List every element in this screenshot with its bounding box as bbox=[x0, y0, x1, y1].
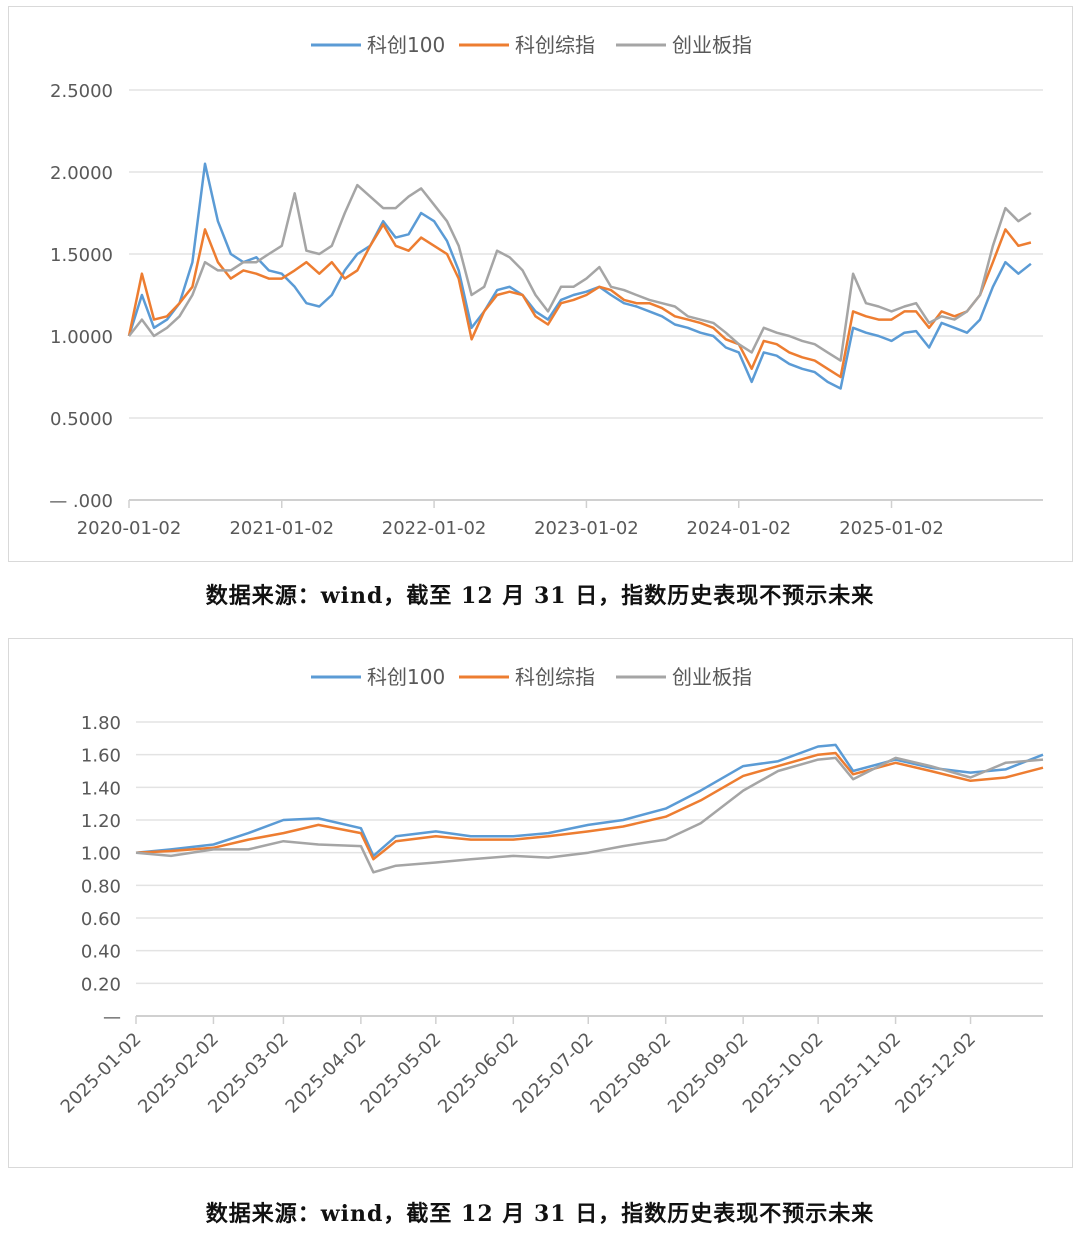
legend-label: 科创100 bbox=[367, 33, 445, 57]
series-line-3 bbox=[135, 756, 1044, 874]
x-tick-label: 2025-08-02 bbox=[586, 1029, 675, 1118]
series-line-1 bbox=[135, 743, 1044, 858]
legend-label: 创业板指 bbox=[672, 665, 752, 689]
y-tick-label: 1.0000 bbox=[50, 327, 113, 348]
legend-label: 科创综指 bbox=[515, 33, 595, 57]
x-tick-label: 2025-12-02 bbox=[891, 1029, 980, 1118]
legend-label: 科创综指 bbox=[515, 665, 595, 689]
y-tick-label: 2.0000 bbox=[50, 163, 113, 184]
source-caption: 数据来源：wind，截至 12 月 31 日，指数历史表现不预示未来 bbox=[205, 1201, 875, 1227]
chart-panel-2025: 科创100 科创综指 创业板指 — 0.20 0.40 0.60 0.80 1.00 1.20 1.… bbox=[8, 638, 1073, 1168]
y-tick-label: 1.60 bbox=[81, 746, 121, 767]
series-line-1 bbox=[127, 162, 1032, 390]
y-tick-label: 1.5000 bbox=[50, 245, 113, 266]
y-tick-label: 2.5000 bbox=[50, 81, 113, 102]
source-caption: 数据来源：wind，截至 12 月 31 日，指数历史表现不预示未来 bbox=[205, 583, 875, 609]
y-tick-label: 0.5000 bbox=[50, 409, 113, 430]
x-tick-label: 2025-01-02 bbox=[839, 518, 944, 539]
x-tick-label: 2025-07-02 bbox=[509, 1029, 598, 1118]
y-tick-label: 0.20 bbox=[81, 974, 121, 995]
chart-panel-2020-2025: 科创100 科创综指 创业板指 — .000 0.5000 1.0000 1.5000 2.0… bbox=[8, 6, 1073, 562]
x-tick-label: 2024-01-02 bbox=[686, 518, 791, 539]
y-tick-label: 1.00 bbox=[81, 844, 121, 865]
x-tick-label: 2020-01-02 bbox=[77, 518, 182, 539]
line-chart-2025: 科创100 科创综指 创业板指 — 0.20 0.40 0.60 0.80 1.00 1.20 1.… bbox=[57, 665, 1044, 1118]
x-tick-label: 2025-01-02 bbox=[57, 1029, 146, 1118]
x-tick-label: 2021-01-02 bbox=[229, 518, 334, 539]
series-line-2 bbox=[127, 223, 1032, 379]
series-line-3 bbox=[128, 183, 1032, 362]
y-tick-label: 1.80 bbox=[81, 713, 121, 734]
legend-label: 科创100 bbox=[367, 665, 445, 689]
y-tick-label: 1.40 bbox=[81, 778, 121, 799]
series-line-2 bbox=[135, 751, 1044, 861]
line-chart-2020-2025: 科创100 科创综指 创业板指 — .000 0.5000 1.0000 1.5000 2.0… bbox=[49, 33, 1043, 539]
y-tick-label: 0.60 bbox=[81, 909, 121, 930]
y-tick-label: — .000 bbox=[49, 491, 113, 512]
x-tick-label: 2022-01-02 bbox=[382, 518, 487, 539]
x-tick-label: 2023-01-02 bbox=[534, 518, 639, 539]
y-tick-label: 1.20 bbox=[81, 811, 121, 832]
y-tick-label: 0.40 bbox=[81, 942, 121, 963]
legend-label: 创业板指 bbox=[672, 33, 752, 57]
y-tick-label: — bbox=[103, 1007, 121, 1028]
x-tick-label: 2025-05-02 bbox=[357, 1029, 446, 1118]
x-tick-label: 2025-10-02 bbox=[739, 1029, 828, 1118]
y-tick-label: 0.80 bbox=[81, 876, 121, 897]
